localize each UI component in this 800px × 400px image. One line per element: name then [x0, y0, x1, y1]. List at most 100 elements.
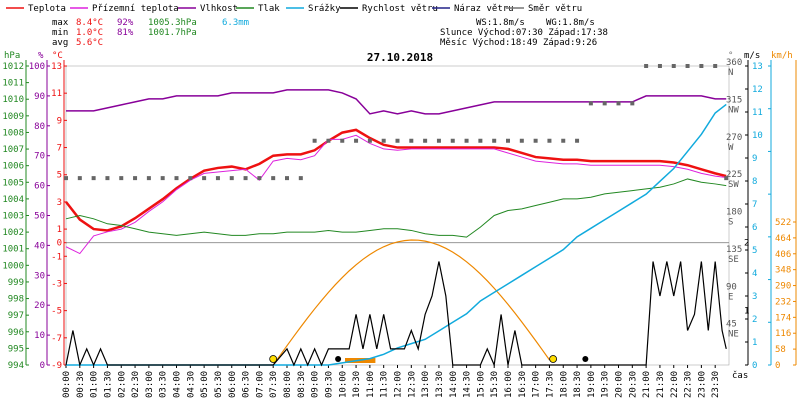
wind-direction-point [423, 138, 428, 143]
time-tick-label: 19:00 [587, 371, 597, 398]
time-tick-label: 15:00 [476, 371, 486, 398]
time-tick-label: 08:00 [283, 371, 293, 398]
wind-direction-point [202, 176, 207, 181]
wind-direction-point [243, 176, 248, 181]
hpa-tick-label: 1000 [2, 261, 24, 271]
legend-label: Tlak [258, 4, 280, 14]
stat-label: max [52, 18, 69, 28]
pct-axis-label: % [38, 51, 44, 61]
legend: Teplota Přízemní teplota Vlhkost Tlak Srážky… [6, 4, 582, 14]
time-tick-label: 05:00 [200, 371, 210, 398]
time-tick-label: 07:30 [269, 371, 279, 398]
time-tick-label: 17:00 [532, 371, 542, 398]
pct-tick-label: 10 [34, 331, 45, 341]
time-tick-label: 22:30 [684, 371, 694, 398]
wind-direction-point [450, 138, 455, 143]
info-moon: Měsíc Východ:18:49 Západ:9:26 [440, 38, 597, 48]
pct-tick-label: 60 [34, 182, 45, 192]
legend-label: Srážky [308, 4, 341, 14]
ms-tick-label: 8 [752, 177, 757, 187]
wind-direction-point [119, 176, 124, 181]
kmh-tick-label: 290 [775, 282, 791, 292]
time-tick-label: 12:00 [394, 371, 404, 398]
wind-direction-point [478, 138, 483, 143]
temp-tick-label: -5 [51, 307, 62, 317]
wind-direction-point [685, 64, 690, 68]
legend-item: Směr větru [506, 4, 582, 14]
temp-tick-label: 7 [57, 144, 62, 154]
temp-tick-label: 13 [51, 62, 62, 72]
legend-label: Náraz větru [454, 4, 514, 14]
ms-tick-label: 5 [752, 246, 757, 256]
stat-max-rain: 6.3mm [222, 18, 249, 28]
time-tick-label: 00:30 [76, 371, 86, 398]
mm-tick-label: 1 [744, 307, 749, 317]
pct-tick-label: 0 [40, 361, 45, 371]
ms-tick-label: 11 [752, 108, 763, 118]
time-tick-label: 18:00 [559, 371, 569, 398]
ms-tick-label: 9 [752, 154, 757, 164]
wind-direction-point [91, 176, 96, 181]
wind-direction-point [381, 138, 386, 143]
time-tick-label: 23:00 [697, 371, 707, 398]
wind-direction-point [367, 138, 372, 143]
wind-direction-point [724, 176, 729, 181]
dir-name-label: W [728, 143, 734, 153]
time-tick-label: 22:00 [670, 371, 680, 398]
ms-tick-label: 2 [752, 315, 757, 325]
info-ws: WS:1.8m/s [476, 18, 525, 28]
ground-temperature-line [65, 134, 727, 255]
wind-direction-point [133, 176, 138, 181]
time-tick-label: 14:00 [449, 371, 459, 398]
ms-tick-label: 12 [752, 85, 763, 95]
legend-label: Směr větru [528, 4, 582, 14]
wind-direction-point [188, 176, 193, 181]
kmh-tick-label: 232 [775, 297, 791, 307]
moonrise-marker [582, 356, 589, 362]
wind-direction-point [533, 138, 538, 143]
time-tick-label: 16:00 [504, 371, 514, 398]
pct-tick-label: 70 [34, 152, 45, 162]
time-tick-label: 14:30 [463, 371, 473, 398]
time-tick-label: 07:00 [255, 371, 265, 398]
legend-item: Přízemní teplota [70, 4, 179, 14]
moon-marker [335, 356, 342, 362]
legend-item: Rychlost větru [340, 4, 438, 14]
legend-label: Rychlost větru [362, 4, 438, 14]
stat-avg-temp: 5.6°C [76, 38, 103, 48]
stat-min-temp: 1.0°C [76, 28, 103, 38]
wind-direction-point [561, 138, 566, 143]
wind-direction-point [340, 138, 345, 143]
dir-tick-label: 90 [726, 282, 737, 292]
wind-direction-point [575, 138, 580, 143]
hpa-tick-label: 1007 [2, 145, 24, 155]
mm-tick-label: 2 [744, 239, 749, 249]
ms-tick-label: 3 [752, 292, 757, 302]
wind-direction-point [644, 64, 649, 68]
pct-tick-label: 100 [29, 62, 45, 72]
kmh-tick-label: 406 [775, 250, 791, 260]
time-tick-label: 00:00 [62, 371, 72, 398]
temp-tick-label: -7 [51, 334, 62, 344]
pct-tick-label: 40 [34, 241, 45, 251]
wind-direction-point [298, 176, 303, 181]
time-tick-label: 12:30 [407, 371, 417, 398]
kmh-tick-label: 174 [775, 313, 791, 323]
hpa-tick-label: 1008 [2, 128, 24, 138]
wind-direction-point [588, 101, 593, 106]
time-tick-label: 17:30 [545, 371, 555, 398]
ms-tick-label: 10 [752, 131, 763, 141]
wind-direction-point [174, 176, 179, 181]
hpa-tick-label: 997 [8, 311, 24, 321]
legend-item: Tlak [236, 4, 280, 14]
wind-direction-point [271, 176, 276, 181]
wind-direction-point [77, 176, 82, 181]
time-tick-label: 13:00 [421, 371, 431, 398]
humidity-line [66, 89, 727, 115]
wind-direction-point [215, 176, 220, 181]
wind-direction-point [285, 176, 289, 181]
stat-min-hum: 81% [117, 28, 134, 38]
wind-direction-point [395, 138, 400, 143]
wind-direction-point [616, 101, 621, 106]
wind-direction-point [492, 138, 497, 143]
